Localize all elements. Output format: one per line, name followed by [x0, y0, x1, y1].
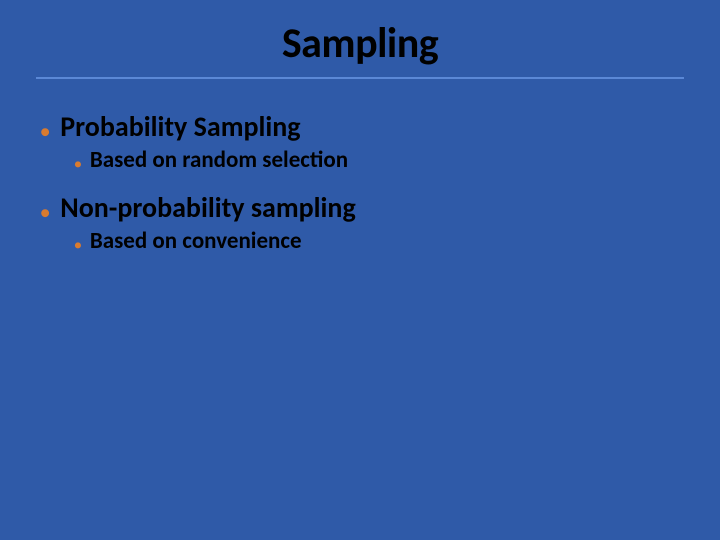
bullet-text-level2: Based on random selection	[90, 146, 348, 174]
bullet-text-level1: Probability Sampling	[60, 109, 300, 144]
bullet-icon: ●	[40, 202, 50, 223]
slide: Sampling ● Probability Sampling ● Based …	[0, 0, 720, 540]
bullet-item-level1: ● Non-probability sampling	[36, 190, 684, 225]
bullet-icon: ●	[74, 238, 82, 253]
bullet-item-level2: ● Based on convenience	[36, 227, 684, 255]
bullet-item-level2: ● Based on random selection	[36, 146, 684, 174]
bullet-item-level1: ● Probability Sampling	[36, 109, 684, 144]
bullet-icon: ●	[74, 157, 82, 172]
slide-content: ● Probability Sampling ● Based on random…	[36, 109, 684, 255]
bullet-icon: ●	[40, 121, 50, 142]
slide-title: Sampling	[36, 18, 684, 69]
bullet-text-level1: Non-probability sampling	[60, 190, 355, 225]
title-underline	[36, 77, 684, 79]
bullet-text-level2: Based on convenience	[90, 227, 302, 255]
